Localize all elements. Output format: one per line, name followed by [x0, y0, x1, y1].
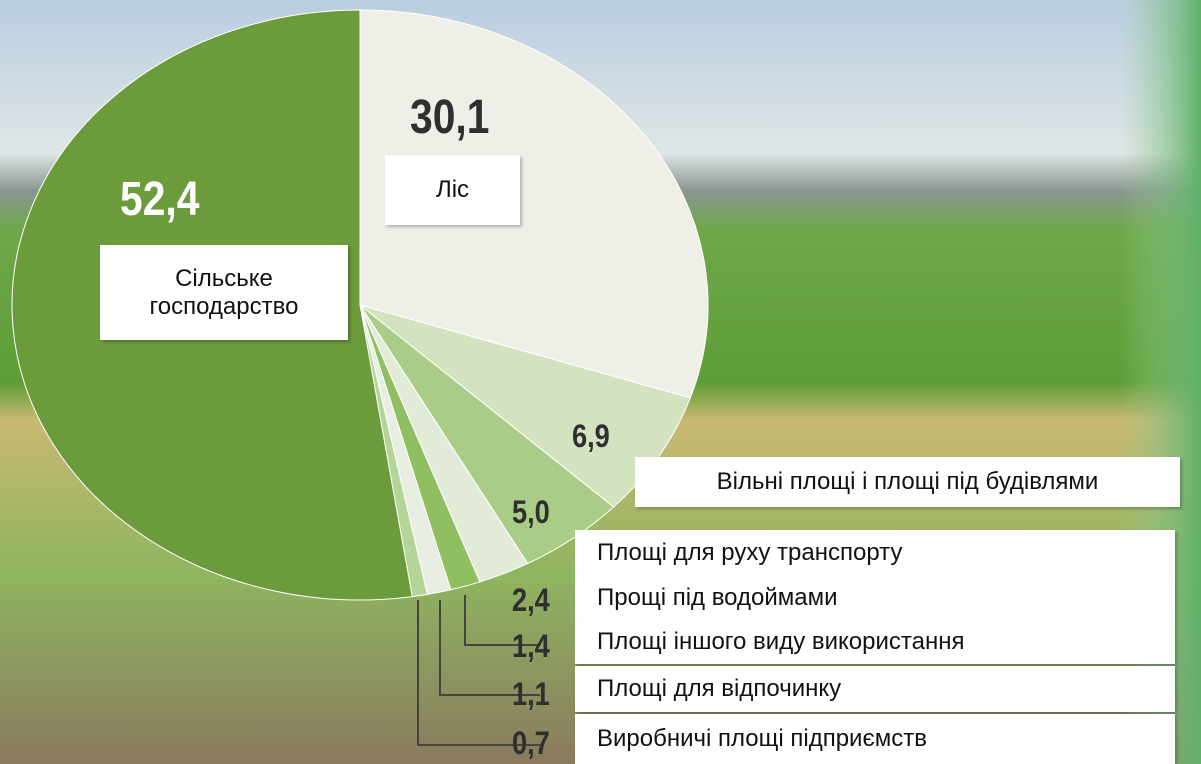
- value-label: 0,7: [512, 725, 550, 762]
- page: 30,1 Ліс 6,9 Вільні площі і площі під будів…: [0, 0, 1201, 764]
- value-label: 30,1: [410, 90, 489, 145]
- category-label: Вільні площі і площі під будівлями: [635, 457, 1180, 507]
- category-label: Площі іншого виду використання: [575, 620, 1175, 664]
- category-label: Прощі під водоймами: [575, 576, 1175, 620]
- value-label: 1,1: [512, 676, 550, 713]
- category-label: Сільське господарство: [100, 245, 348, 340]
- value-label: 2,4: [512, 582, 550, 619]
- category-label: Виробничі площі підприємств: [575, 714, 1175, 764]
- value-label: 52,4: [120, 172, 199, 227]
- category-label: Площі для руху транспорту: [575, 530, 1175, 576]
- category-label: Ліс: [385, 155, 520, 225]
- category-label: Площі для відпочинку: [575, 666, 1175, 712]
- value-label: 5,0: [512, 494, 550, 531]
- value-label: 6,9: [572, 418, 610, 455]
- value-label: 1,4: [512, 628, 550, 665]
